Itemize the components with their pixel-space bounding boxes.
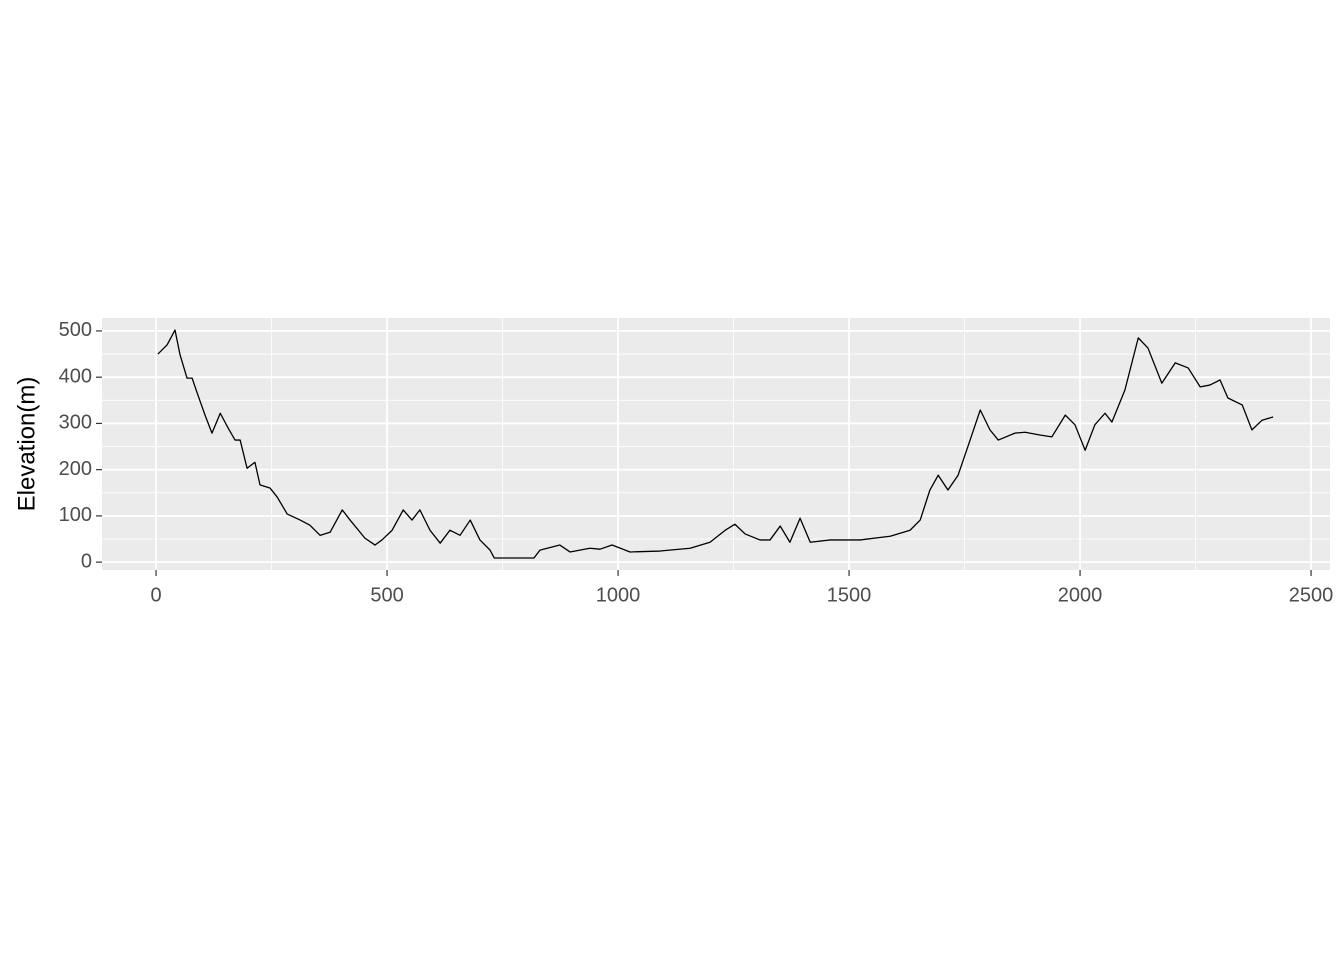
y-tick-label: 100 bbox=[59, 504, 92, 526]
x-tick-label: 0 bbox=[150, 584, 161, 606]
x-tick-label: 1000 bbox=[596, 584, 641, 606]
x-tick-label: 1500 bbox=[827, 584, 872, 606]
y-axis-title: Elevation(m) bbox=[13, 377, 40, 512]
x-tick-label: 500 bbox=[370, 584, 403, 606]
y-tick-label: 200 bbox=[59, 458, 92, 480]
y-tick-label: 300 bbox=[59, 412, 92, 434]
elevation-line bbox=[157, 329, 1274, 559]
y-tick-label: 0 bbox=[81, 550, 92, 572]
x-tick-label: 2500 bbox=[1289, 584, 1334, 606]
y-tick-label: 500 bbox=[59, 319, 92, 341]
x-tick-label: 2000 bbox=[1058, 584, 1103, 606]
y-tick-label: 400 bbox=[59, 365, 92, 387]
panel bbox=[102, 318, 1330, 570]
